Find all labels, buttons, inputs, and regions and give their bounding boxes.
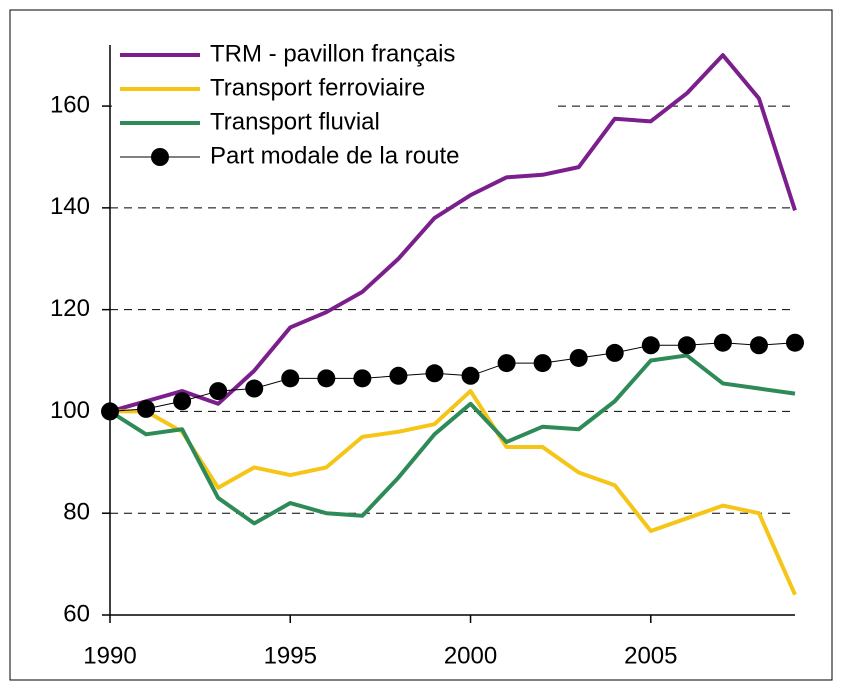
marker (533, 354, 552, 373)
series-line (108, 353, 796, 526)
marker (713, 333, 732, 352)
y-tick-label: 140 (50, 193, 90, 220)
marker (497, 354, 516, 373)
marker (209, 382, 228, 401)
y-tick-label: 100 (50, 397, 90, 424)
legend-label: Part modale de la route (210, 142, 459, 169)
marker (317, 369, 336, 388)
marker (749, 336, 768, 355)
marker (425, 364, 444, 383)
marker (605, 343, 624, 362)
x-tick-label: 2005 (624, 642, 677, 669)
marker (137, 399, 156, 418)
marker (461, 366, 480, 385)
series-line (110, 389, 797, 596)
legend-label: Transport ferroviaire (210, 74, 425, 101)
marker (281, 369, 300, 388)
marker (353, 369, 372, 388)
marker (389, 366, 408, 385)
x-tick-label: 2000 (444, 642, 497, 669)
y-tick-label: 120 (50, 295, 90, 322)
legend-marker (151, 148, 169, 166)
marker (641, 336, 660, 355)
x-tick-label: 1990 (83, 642, 136, 669)
frame (9, 9, 833, 681)
y-tick-label: 80 (63, 499, 90, 526)
series-line (109, 53, 797, 414)
legend-label: TRM - pavillon français (210, 40, 455, 67)
marker (569, 348, 588, 367)
legend-label: Transport fluvial (210, 108, 380, 135)
marker (245, 379, 264, 398)
legend: TRM - pavillon français Transport ferrovi… (112, 38, 552, 174)
marker (173, 392, 192, 411)
marker (677, 336, 696, 355)
plot: 60 80 100 120 140 160 1990 1995 2000 2005 (50, 45, 804, 669)
y-tick-label: 60 (63, 600, 90, 627)
x-tick-label: 1995 (264, 642, 317, 669)
marker (786, 333, 804, 352)
y-tick-label: 160 (50, 91, 90, 118)
legend-box (112, 38, 552, 174)
marker (101, 402, 119, 421)
